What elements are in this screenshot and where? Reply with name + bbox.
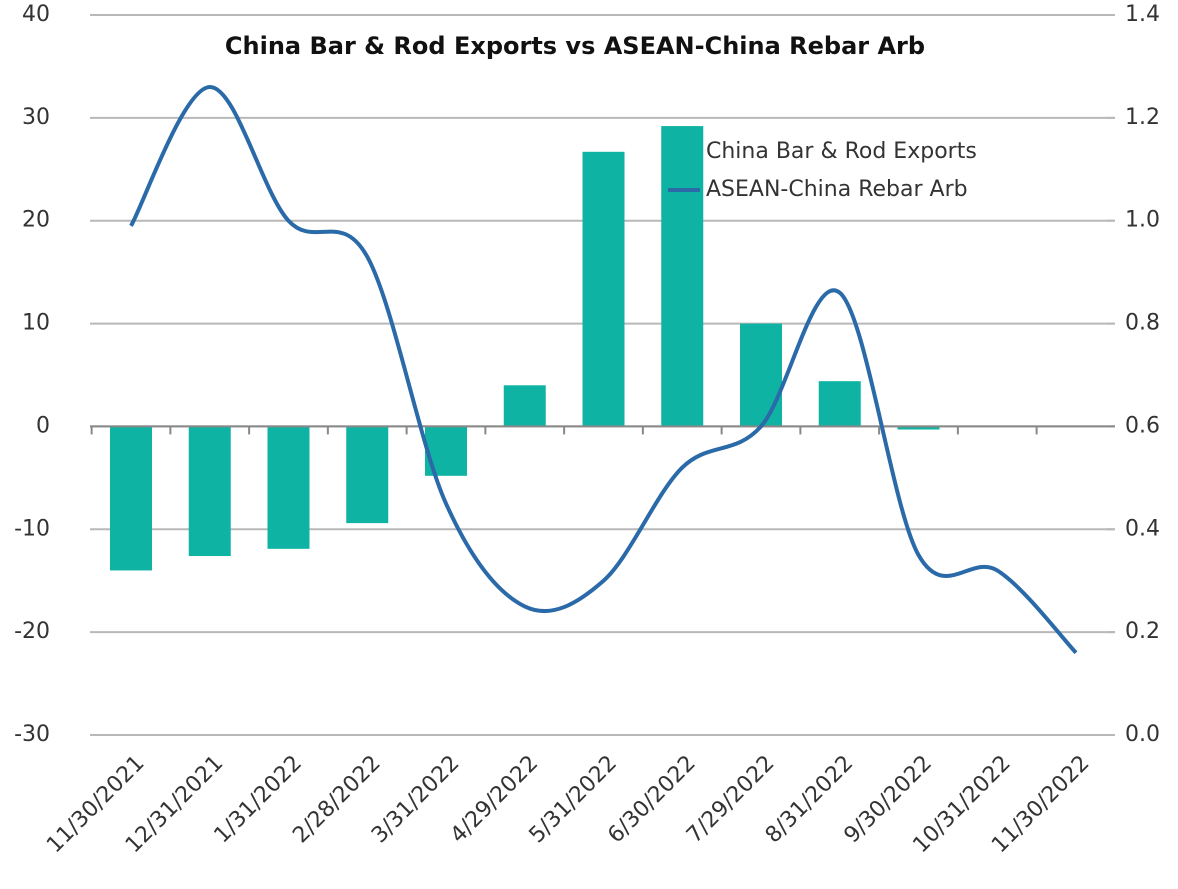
line [129, 84, 1078, 655]
bar [188, 426, 231, 557]
y-tick-label: 40 [22, 2, 50, 27]
y2-tick-label: 0.8 [1125, 311, 1160, 336]
bar [110, 426, 152, 571]
y2-tick-label: 1.4 [1125, 2, 1160, 27]
y2-tick-label: 1.2 [1125, 105, 1160, 130]
bar [740, 323, 782, 427]
bar [661, 126, 704, 427]
bar [346, 426, 389, 524]
y-tick-label: 0 [36, 413, 50, 438]
y-tick-label: -10 [14, 516, 50, 541]
bar [582, 151, 625, 427]
y2-tick-label: 1.0 [1125, 208, 1160, 233]
bar [818, 381, 861, 427]
y-tick-label: -20 [14, 619, 50, 644]
bar [267, 426, 310, 549]
y2-tick-label: 0.2 [1125, 619, 1160, 644]
y2-tick-label: 0.6 [1125, 413, 1160, 438]
legend-swatch [676, 144, 692, 160]
y-tick-label: -30 [14, 722, 50, 747]
chart-title: China Bar & Rod Exports vs ASEAN-China R… [225, 32, 925, 60]
y-tick-label: 20 [22, 208, 50, 233]
bar [503, 385, 546, 427]
y2-tick-label: 0.0 [1125, 722, 1160, 747]
y-tick-label: 30 [22, 105, 50, 130]
legend-label: ASEAN-China Rebar Arb [706, 177, 968, 202]
legend-label: China Bar & Rod Exports [706, 139, 977, 164]
y-tick-label: 10 [22, 311, 50, 336]
bar [897, 426, 940, 430]
y2-tick-label: 0.4 [1125, 516, 1160, 541]
